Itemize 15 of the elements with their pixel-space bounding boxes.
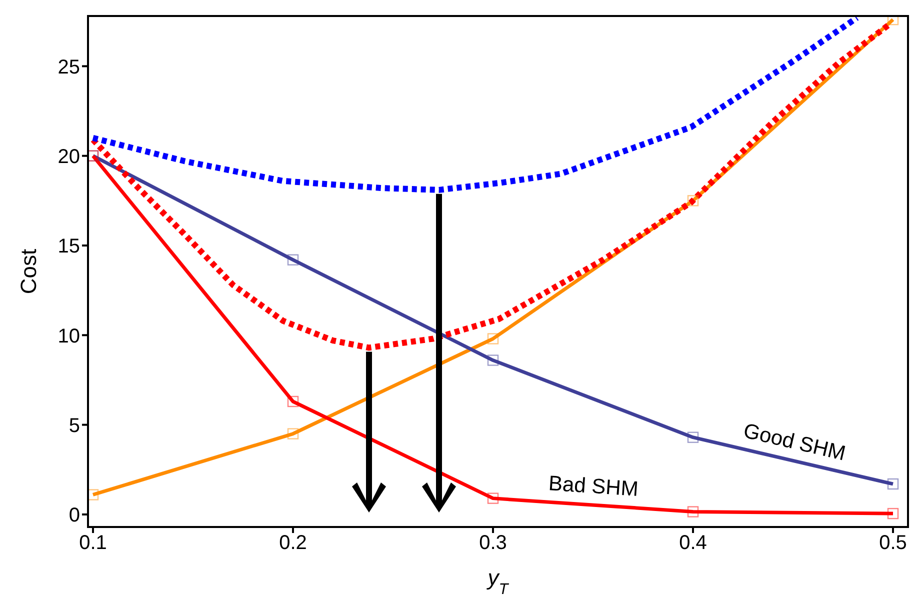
y-tick-label: 5 xyxy=(68,414,80,437)
x-tick-label: 0.1 xyxy=(79,532,107,554)
text: Good SHM xyxy=(741,419,848,466)
x-tick-label: 0.2 xyxy=(279,532,307,554)
x-tick-label: 0.4 xyxy=(679,532,707,554)
y-tick-label: 20 xyxy=(58,146,80,168)
y-tick-label: 15 xyxy=(58,236,80,258)
series-label: Bad SHM xyxy=(548,472,640,502)
x-tick-label: 0.5 xyxy=(879,532,907,554)
x-axis-title: y$_{T}$ xyxy=(486,565,510,598)
y-tick-label: 10 xyxy=(58,325,80,348)
x-tick-label: 0.3 xyxy=(479,532,507,554)
y-tick-label: 25 xyxy=(58,56,80,78)
y-axis-title: Cost xyxy=(16,248,41,294)
y-tick-label: 0 xyxy=(68,504,80,527)
